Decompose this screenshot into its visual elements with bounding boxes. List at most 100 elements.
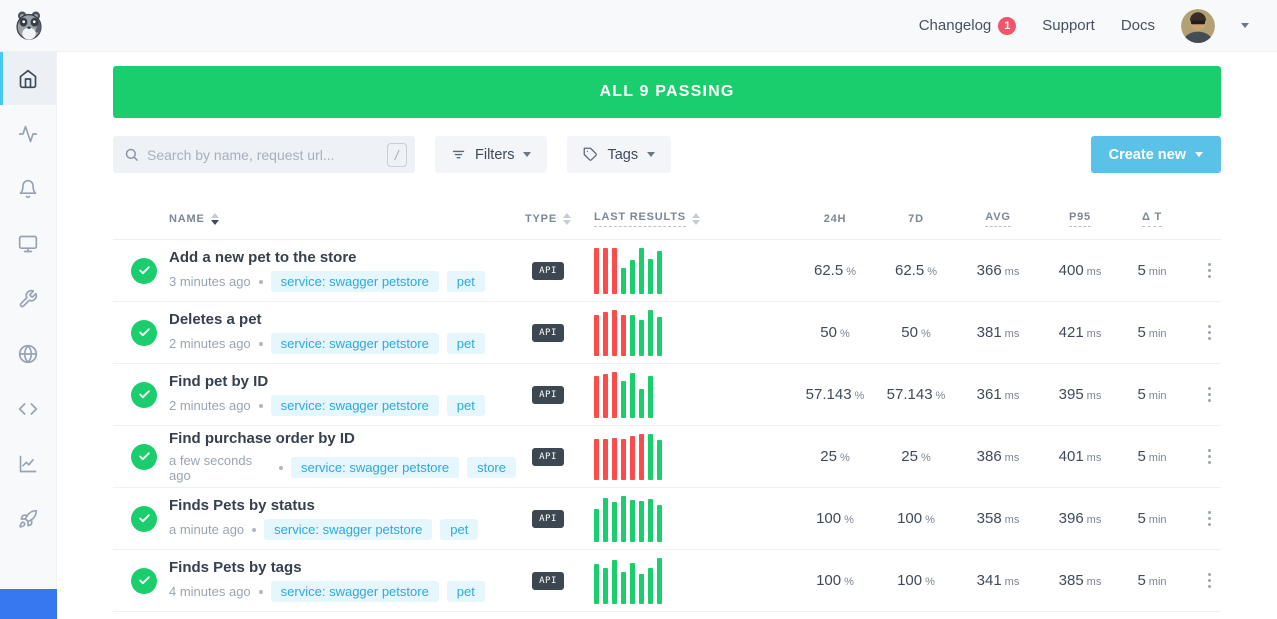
passing-status-icon — [131, 443, 157, 470]
sort-icon — [562, 213, 571, 225]
check-name[interactable]: Deletes a pet — [169, 310, 262, 328]
avg-response-time: 341 ms — [976, 571, 1020, 589]
tags-button[interactable]: Tags — [567, 136, 672, 173]
last-results-bar-chart[interactable] — [580, 371, 793, 418]
success-ratio-7d: 100% — [897, 509, 935, 527]
raccoon-logo[interactable] — [12, 9, 46, 43]
check-last-run-time: a minute ago — [169, 522, 245, 538]
globe-icon — [18, 344, 38, 363]
user-avatar[interactable] — [1181, 8, 1215, 43]
check-type-badge: API — [532, 509, 564, 528]
column-header-type[interactable]: TYPE — [516, 213, 580, 225]
separator-dot — [279, 465, 283, 470]
p95-response-time: 401 ms — [1058, 447, 1102, 465]
row-menu-button[interactable] — [1197, 256, 1221, 286]
last-results-bar-chart[interactable] — [580, 247, 793, 294]
sidebar-item-quickstart[interactable] — [0, 492, 56, 545]
check-interval: 5 min — [1137, 323, 1167, 341]
column-header-last-results[interactable]: LAST RESULTS — [580, 211, 793, 227]
last-results-bar-chart[interactable] — [580, 309, 793, 356]
separator-dot — [252, 527, 257, 532]
tag-pill[interactable]: service: swagger petstore — [270, 581, 439, 603]
tag-pill[interactable]: service: swagger petstore — [264, 519, 433, 541]
filters-button[interactable]: Filters — [435, 136, 548, 173]
check-row[interactable]: Finds Pets by status a minute ago servic… — [113, 488, 1221, 550]
last-results-bar-chart[interactable] — [580, 495, 793, 542]
tag-pill[interactable]: pet — [446, 271, 485, 293]
sidebar-item-checks-activity[interactable] — [0, 107, 56, 160]
check-row[interactable]: Add a new pet to the store 3 minutes ago… — [113, 240, 1221, 302]
check-name[interactable]: Add a new pet to the store — [169, 248, 357, 266]
avg-response-time: 358 ms — [976, 509, 1020, 527]
search-input[interactable] — [147, 146, 379, 163]
status-banner-text: ALL 9 PASSING — [599, 83, 735, 100]
check-name[interactable]: Finds Pets by status — [169, 496, 315, 514]
status-banner: ALL 9 PASSING — [113, 66, 1221, 118]
check-row[interactable]: Finds Pets by tags 4 minutes ago service… — [113, 550, 1221, 612]
tag-pill[interactable]: pet — [446, 581, 485, 603]
account-menu-caret-icon[interactable] — [1241, 23, 1249, 28]
p95-response-time: 400 ms — [1058, 261, 1102, 279]
tags-label: Tags — [607, 146, 639, 163]
separator-dot — [258, 403, 263, 408]
sidebar-item-alerts[interactable] — [0, 162, 56, 215]
row-menu-button[interactable] — [1197, 380, 1221, 410]
checks-table: NAME TYPE LAST RESULTS 24H 7D — [113, 199, 1221, 612]
support-link[interactable]: Support — [1042, 17, 1095, 34]
changelog-link[interactable]: Changelog 1 — [919, 16, 1017, 35]
p95-response-time: 395 ms — [1058, 385, 1102, 403]
sidebar-item-dashboards[interactable] — [0, 217, 56, 270]
line-chart-icon — [19, 455, 37, 472]
last-results-bar-chart[interactable] — [580, 433, 793, 480]
check-interval: 5 min — [1137, 447, 1167, 465]
check-type-badge: API — [532, 447, 564, 466]
docs-link[interactable]: Docs — [1121, 17, 1155, 34]
last-results-bar-chart[interactable] — [580, 557, 793, 604]
sidebar-item-private-locations[interactable] — [0, 327, 56, 380]
docs-label: Docs — [1120, 17, 1155, 34]
success-ratio-24h: 100% — [816, 509, 854, 527]
success-ratio-24h: 57.143% — [805, 385, 865, 403]
tag-pill[interactable]: service: swagger petstore — [270, 395, 439, 417]
avg-response-time: 381 ms — [976, 323, 1020, 341]
check-name[interactable]: Find pet by ID — [169, 372, 269, 390]
sidebar-item-home[interactable] — [0, 52, 56, 105]
check-interval: 5 min — [1137, 509, 1167, 527]
tag-pill[interactable]: pet — [440, 519, 479, 541]
sidebar-item-maintenance[interactable] — [0, 272, 56, 325]
avg-response-time: 366 ms — [976, 261, 1020, 279]
rocket-icon — [19, 509, 38, 528]
row-menu-button[interactable] — [1197, 318, 1221, 348]
create-new-button[interactable]: Create new — [1090, 136, 1221, 173]
create-new-label: Create new — [1108, 146, 1186, 163]
tag-pill[interactable]: service: swagger petstore — [270, 271, 439, 293]
sidebar-bottom-widget[interactable] — [0, 589, 57, 619]
column-header-name[interactable]: NAME — [169, 213, 516, 225]
row-menu-button[interactable] — [1197, 566, 1221, 596]
check-name[interactable]: Find purchase order by ID — [169, 430, 355, 448]
filter-icon — [452, 150, 465, 159]
check-row[interactable]: Deletes a pet 2 minutes ago service: swa… — [113, 302, 1221, 364]
tag-pill[interactable]: service: swagger petstore — [290, 457, 460, 479]
tag-icon — [584, 147, 598, 161]
check-interval: 5 min — [1137, 385, 1167, 403]
sidebar-item-analytics[interactable] — [0, 437, 56, 490]
tag-pill[interactable]: pet — [446, 333, 485, 355]
sidebar-item-snippets[interactable] — [0, 382, 56, 435]
success-ratio-7d: 57.143% — [886, 385, 946, 403]
row-menu-button[interactable] — [1197, 442, 1221, 472]
check-row[interactable]: Find purchase order by ID a few seconds … — [113, 426, 1221, 488]
check-name[interactable]: Finds Pets by tags — [169, 558, 302, 576]
success-ratio-24h: 100% — [816, 571, 854, 589]
filters-caret-icon — [523, 152, 532, 157]
success-ratio-7d: 50% — [901, 323, 931, 341]
check-last-run-time: 2 minutes ago — [169, 336, 251, 352]
row-menu-button[interactable] — [1197, 504, 1221, 534]
tag-pill[interactable]: pet — [446, 395, 485, 417]
check-type-badge: API — [532, 261, 564, 280]
tag-pill[interactable]: store — [467, 457, 516, 479]
check-row[interactable]: Find pet by ID 2 minutes ago service: sw… — [113, 364, 1221, 426]
filters-label: Filters — [475, 146, 515, 163]
success-ratio-7d: 25% — [901, 447, 931, 465]
tag-pill[interactable]: service: swagger petstore — [270, 333, 439, 355]
